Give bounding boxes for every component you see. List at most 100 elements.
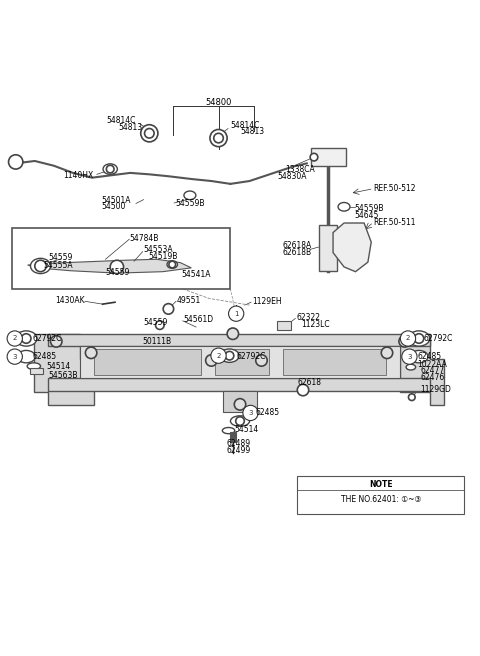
Ellipse shape: [222, 428, 235, 434]
Circle shape: [400, 331, 416, 346]
Circle shape: [310, 154, 318, 161]
Ellipse shape: [17, 350, 35, 363]
Circle shape: [402, 349, 417, 364]
Circle shape: [7, 349, 23, 364]
Text: THE NO.62401: ①~③: THE NO.62401: ①~③: [341, 495, 421, 504]
Text: 54813: 54813: [240, 127, 264, 136]
Circle shape: [210, 129, 227, 147]
Text: 62476: 62476: [420, 373, 444, 382]
Text: 54514: 54514: [234, 424, 259, 434]
Bar: [30, 368, 43, 374]
Ellipse shape: [31, 258, 50, 274]
Text: 2: 2: [406, 335, 410, 342]
Circle shape: [50, 336, 62, 347]
Text: 1129EH: 1129EH: [252, 297, 282, 306]
Circle shape: [110, 260, 123, 274]
Text: 54559B: 54559B: [355, 204, 384, 213]
Ellipse shape: [27, 363, 40, 369]
Circle shape: [236, 417, 244, 425]
Ellipse shape: [406, 364, 416, 370]
Bar: [277, 321, 290, 330]
Text: 54559: 54559: [48, 253, 72, 262]
Text: 62489: 62489: [227, 439, 251, 448]
Text: 62792C: 62792C: [236, 352, 265, 361]
Text: 62499: 62499: [227, 445, 251, 455]
Text: 3: 3: [12, 354, 17, 359]
Text: 54814C: 54814C: [107, 116, 136, 125]
Circle shape: [234, 399, 246, 410]
Text: 54555A: 54555A: [43, 262, 73, 270]
Circle shape: [85, 347, 97, 359]
Text: REF.50-512: REF.50-512: [373, 184, 416, 193]
Circle shape: [399, 336, 410, 347]
Text: 1022AA: 1022AA: [418, 359, 447, 369]
Text: 54559: 54559: [144, 318, 168, 327]
Text: 1: 1: [234, 311, 239, 317]
Circle shape: [408, 394, 415, 401]
Circle shape: [22, 334, 31, 343]
Circle shape: [156, 321, 164, 329]
Text: 54559B: 54559B: [176, 199, 205, 209]
Text: 62618: 62618: [297, 379, 321, 388]
Bar: [311, 148, 347, 166]
Polygon shape: [95, 350, 201, 375]
Text: 54814C: 54814C: [230, 121, 260, 130]
Text: 54553A: 54553A: [144, 245, 173, 255]
Text: 2: 2: [12, 335, 17, 342]
Text: 1338CA: 1338CA: [285, 165, 315, 174]
Polygon shape: [283, 350, 385, 375]
Circle shape: [7, 331, 23, 346]
Circle shape: [381, 347, 393, 359]
Text: 1123LC: 1123LC: [301, 319, 330, 329]
Circle shape: [35, 260, 46, 272]
Circle shape: [414, 334, 424, 343]
Ellipse shape: [220, 349, 239, 362]
Ellipse shape: [167, 260, 178, 268]
Circle shape: [107, 165, 114, 173]
Text: 62792C: 62792C: [33, 334, 62, 343]
Text: 54784B: 54784B: [129, 234, 159, 243]
Text: 54645: 54645: [355, 211, 379, 220]
Ellipse shape: [103, 164, 117, 174]
Text: 50111B: 50111B: [142, 337, 171, 346]
Text: 62477: 62477: [420, 367, 444, 375]
FancyBboxPatch shape: [297, 476, 464, 514]
Circle shape: [227, 328, 239, 339]
Polygon shape: [215, 350, 269, 375]
Circle shape: [163, 304, 174, 314]
Circle shape: [141, 125, 158, 142]
Text: 62485: 62485: [418, 352, 442, 361]
Polygon shape: [333, 223, 371, 272]
Ellipse shape: [410, 350, 428, 363]
Text: 54830A: 54830A: [277, 172, 307, 181]
Text: 2: 2: [216, 353, 221, 359]
Ellipse shape: [230, 416, 250, 426]
Polygon shape: [400, 334, 444, 405]
Text: 49551: 49551: [177, 296, 201, 305]
Ellipse shape: [338, 203, 350, 211]
Circle shape: [228, 306, 244, 321]
Text: 54563B: 54563B: [48, 371, 78, 380]
Text: 54514: 54514: [47, 361, 71, 371]
Polygon shape: [80, 346, 400, 378]
Text: 54519B: 54519B: [148, 252, 178, 261]
Circle shape: [256, 355, 267, 366]
Polygon shape: [34, 334, 95, 405]
Text: 54800: 54800: [205, 98, 232, 107]
Circle shape: [211, 348, 226, 363]
Text: 54500: 54500: [102, 202, 126, 211]
Ellipse shape: [408, 331, 430, 346]
Polygon shape: [48, 378, 430, 391]
FancyBboxPatch shape: [12, 228, 230, 289]
Text: 62485: 62485: [33, 352, 57, 361]
Text: 62618A: 62618A: [283, 241, 312, 251]
Circle shape: [243, 405, 258, 420]
Text: 62485: 62485: [255, 409, 279, 417]
Polygon shape: [28, 259, 192, 273]
Circle shape: [297, 384, 309, 396]
Text: 54561D: 54561D: [184, 315, 214, 324]
Polygon shape: [223, 391, 257, 411]
Text: 1129GD: 1129GD: [420, 384, 451, 394]
Ellipse shape: [184, 191, 196, 199]
Text: 54541A: 54541A: [182, 270, 211, 279]
